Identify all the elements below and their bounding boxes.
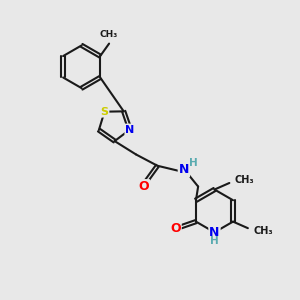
Text: O: O — [170, 222, 181, 235]
Text: H: H — [210, 236, 219, 246]
Text: N: N — [179, 164, 189, 176]
Text: CH₃: CH₃ — [253, 226, 273, 236]
Text: H: H — [189, 158, 197, 168]
Text: CH₃: CH₃ — [100, 30, 118, 39]
Text: S: S — [100, 107, 109, 117]
Text: CH₃: CH₃ — [235, 175, 254, 185]
Text: N: N — [209, 226, 220, 239]
Text: O: O — [138, 180, 149, 193]
Text: N: N — [125, 124, 135, 134]
